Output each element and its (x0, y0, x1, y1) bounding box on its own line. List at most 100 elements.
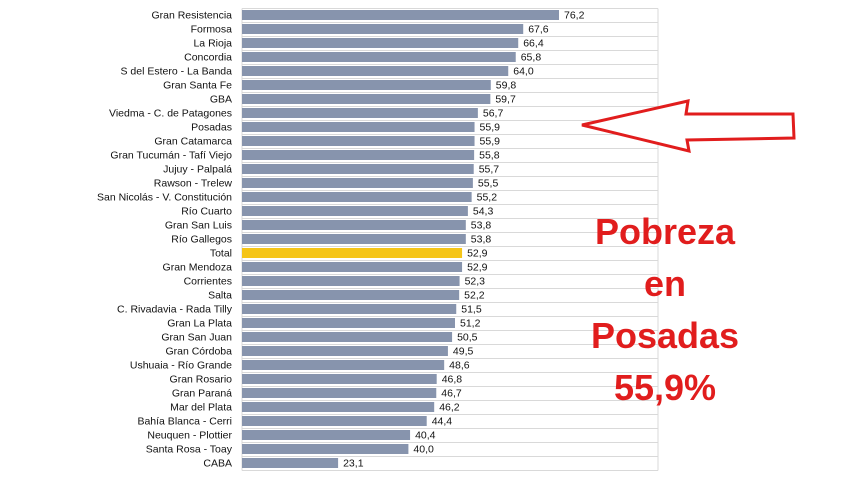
category-label-20: Salta (208, 290, 232, 302)
bar-5 (242, 80, 491, 90)
category-label-7: Viedma - C. de Patagones (109, 108, 232, 120)
category-label-9: Gran Catamarca (154, 136, 232, 148)
bar-1 (242, 24, 524, 34)
value-label-5: 59,8 (496, 80, 517, 92)
category-label-8: Posadas (191, 122, 232, 134)
bar-28 (242, 402, 435, 412)
value-label-24: 49,5 (453, 346, 474, 358)
value-label-1: 67,6 (528, 24, 549, 36)
category-label-11: Jujuy - Palpalá (163, 164, 232, 176)
value-label-27: 46,7 (441, 388, 462, 400)
grid-layer (241, 8, 659, 471)
category-label-1: Formosa (191, 24, 233, 36)
value-labels: 76,2 67,6 66,4 65,8 64,0 59,8 59,7 56,7 55,9 55,9… (343, 10, 584, 470)
category-label-17: Total (210, 248, 232, 260)
value-label-30: 40,4 (415, 430, 436, 442)
category-label-31: Santa Rosa - Toay (146, 444, 233, 456)
category-label-5: Gran Santa Fe (163, 80, 232, 92)
value-label-20: 52,2 (464, 290, 485, 302)
category-label-26: Gran Rosario (170, 374, 233, 386)
category-label-14: Río Cuarto (181, 206, 232, 218)
value-label-3: 65,8 (521, 52, 542, 64)
bar-11 (242, 164, 474, 174)
category-label-15: Gran San Luis (165, 220, 232, 232)
arrow-shape (581, 99, 796, 154)
value-label-26: 46,8 (442, 374, 463, 386)
arrow-icon (581, 99, 796, 154)
value-label-11: 55,7 (479, 164, 500, 176)
value-label-21: 51,5 (461, 304, 482, 316)
category-label-27: Gran Paraná (172, 388, 232, 400)
annotation-line-3: Posadas (590, 315, 740, 356)
value-label-32: 23,1 (343, 458, 364, 470)
value-label-0: 76,2 (564, 10, 585, 22)
value-label-18: 52,9 (467, 262, 488, 274)
category-label-10: Gran Tucumán - Tafí Viejo (110, 150, 232, 162)
category-label-18: Gran Mendoza (163, 262, 233, 274)
category-label-16: Río Gallegos (171, 234, 232, 246)
bar-19 (242, 276, 460, 286)
bar-31 (242, 444, 409, 454)
bar-17 (242, 248, 463, 258)
annotation-line-4: 55,9% (613, 367, 717, 408)
value-label-2: 66,4 (523, 38, 544, 50)
bar-0 (242, 10, 559, 20)
value-label-23: 50,5 (457, 332, 478, 344)
value-label-15: 53,8 (471, 220, 492, 232)
category-label-6: GBA (210, 94, 232, 106)
bar-26 (242, 374, 437, 384)
category-label-13: San Nicolás - V. Constitución (97, 192, 232, 204)
category-label-25: Ushuaia - Río Grande (130, 360, 232, 372)
bar-22 (242, 318, 455, 328)
bar-8 (242, 122, 475, 132)
annotation-line-1: Pobreza (594, 211, 736, 252)
value-label-9: 55,9 (480, 136, 501, 148)
category-label-19: Corrientes (184, 276, 232, 288)
bar-24 (242, 346, 448, 356)
category-label-0: Gran Resistencia (151, 10, 232, 22)
category-labels: Gran Resistencia Formosa La Rioja Concordia… (97, 10, 233, 470)
bar-13 (242, 192, 472, 202)
value-label-12: 55,5 (478, 178, 499, 190)
bar-10 (242, 150, 475, 160)
bar-2 (242, 38, 519, 48)
category-label-23: Gran San Juan (161, 332, 232, 344)
value-label-17: 52,9 (467, 248, 488, 260)
bar-30 (242, 430, 411, 440)
annotation-line-2: en (643, 263, 686, 304)
value-label-14: 54,3 (473, 206, 494, 218)
bar-6 (242, 94, 491, 104)
value-label-16: 53,8 (471, 234, 492, 246)
value-label-8: 55,9 (480, 122, 501, 134)
category-label-29: Bahía Blanca - Cerri (137, 416, 232, 428)
category-label-22: Gran La Plata (167, 318, 232, 330)
value-label-13: 55,2 (477, 192, 498, 204)
value-label-7: 56,7 (483, 108, 504, 120)
value-label-6: 59,7 (495, 94, 516, 106)
value-label-28: 46,2 (439, 402, 460, 414)
posadas-poverty-annotation: Pobreza en Posadas 55,9% (580, 206, 750, 414)
bar-4 (242, 66, 509, 76)
value-label-19: 52,3 (465, 276, 486, 288)
category-label-21: C. Rivadavia - Rada Tilly (117, 304, 233, 316)
category-label-28: Mar del Plata (170, 402, 232, 414)
bar-3 (242, 52, 516, 62)
value-label-31: 40,0 (413, 444, 434, 456)
bar-27 (242, 388, 437, 398)
bar-9 (242, 136, 475, 146)
category-label-24: Gran Córdoba (165, 346, 232, 358)
bar-16 (242, 234, 466, 244)
bar-20 (242, 290, 460, 300)
bar-29 (242, 416, 427, 426)
value-label-25: 48,6 (449, 360, 470, 372)
category-label-32: CABA (203, 458, 232, 470)
category-label-12: Rawson - Trelew (154, 178, 233, 190)
bar-32 (242, 458, 339, 468)
bar-21 (242, 304, 457, 314)
category-label-3: Concordia (184, 52, 232, 64)
value-label-4: 64,0 (513, 66, 534, 78)
category-label-4: S del Estero - La Banda (121, 66, 233, 78)
category-label-2: La Rioja (193, 38, 232, 50)
value-label-29: 44,4 (432, 416, 453, 428)
